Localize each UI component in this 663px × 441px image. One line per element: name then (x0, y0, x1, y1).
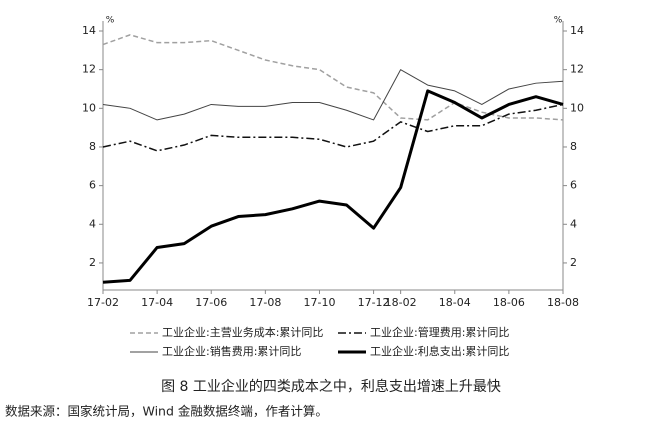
y2-tick-label: 10 (570, 101, 584, 114)
y-tick-label: 8 (89, 140, 96, 153)
series-line (102, 89, 564, 284)
x-tick-label: 18-06 (493, 296, 525, 309)
series-line (102, 69, 564, 121)
x-tick-label: 18-02 (385, 296, 417, 309)
y-unit: % (106, 16, 115, 26)
y2-tick-label: 12 (570, 63, 584, 76)
y-tick-label: 6 (89, 179, 96, 192)
y-tick-label: 4 (89, 217, 96, 230)
x-tick-label: 17-08 (249, 296, 281, 309)
series-line (102, 34, 564, 121)
y2-tick-label: 2 (570, 256, 577, 269)
legend-label: 工业企业:管理费用:累计同比 (370, 325, 509, 339)
legend-label: 工业企业:利息支出:累计同比 (370, 344, 509, 358)
x-tick-label: 17-02 (87, 296, 119, 309)
y2-tick-label: 6 (570, 179, 577, 192)
y2-unit: % (554, 16, 563, 26)
x-tick-label: 17-12 (358, 296, 390, 309)
y-tick-label: 12 (82, 63, 96, 76)
legend-label: 工业企业:主营业务成本:累计同比 (162, 325, 323, 339)
x-tick-label: 17-06 (195, 296, 227, 309)
x-tick-label: 18-04 (439, 296, 471, 309)
y-tick-label: 14 (82, 24, 96, 37)
caption: 图 8 工业企业的四类成本之中，利息支出增速上升最快 (161, 378, 501, 395)
y2-tick-label: 14 (570, 24, 584, 37)
y2-tick-label: 8 (570, 140, 577, 153)
x-tick-label: 18-08 (547, 296, 579, 309)
x-tick-label: 17-10 (303, 296, 335, 309)
y2-tick-label: 4 (570, 217, 577, 230)
x-tick-label: 17-04 (141, 296, 173, 309)
y-tick-label: 2 (89, 256, 96, 269)
y-tick-label: 10 (82, 101, 96, 114)
source: 数据来源：国家统计局，Wind 金融数据终端，作者计算。 (5, 404, 328, 419)
series-line (102, 103, 564, 152)
legend-label: 工业企业:销售费用:累计同比 (162, 344, 301, 358)
